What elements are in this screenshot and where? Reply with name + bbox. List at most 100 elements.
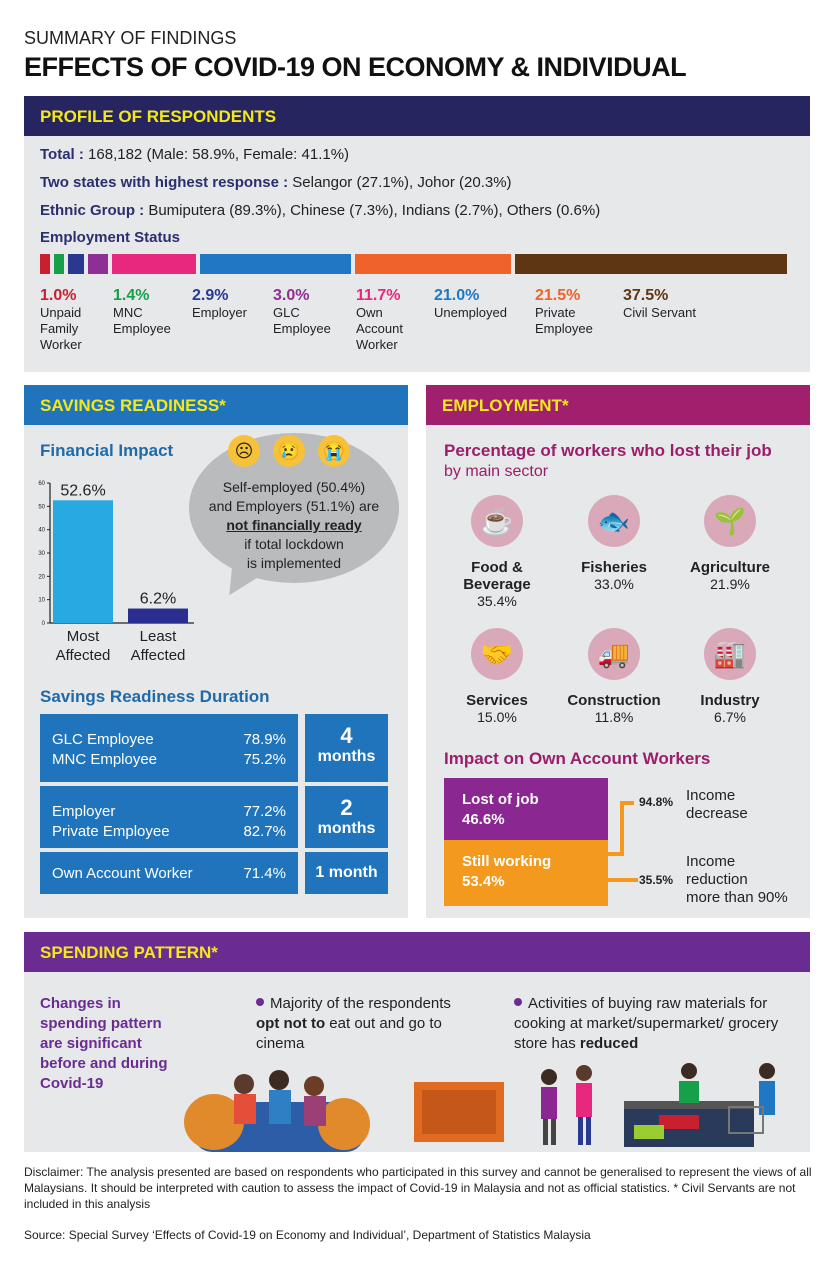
- states-label: Two states with highest response :: [40, 174, 289, 191]
- duration-row: Own Account Worker 71.4%: [52, 864, 286, 884]
- sector-name: Services: [466, 692, 528, 709]
- lost-job-pct: 46.6%: [462, 811, 505, 828]
- states-line: Two states with highest response : Selan…: [40, 174, 512, 191]
- states-value: Selangor (27.1%), Johor (20.3%): [288, 174, 512, 191]
- category-label: Most: [67, 628, 100, 645]
- bubble-line: and Employers (51.1%) are: [208, 498, 380, 514]
- y-tick-label: 20: [38, 574, 45, 580]
- duration-value: 1 month: [305, 852, 388, 894]
- crying-face-icon: 😢: [273, 435, 305, 467]
- bubble-emphasis: not financially ready: [226, 517, 362, 533]
- grocery-shopping-illustration: [541, 1063, 775, 1147]
- sector-pct: 33.0%: [594, 576, 634, 592]
- lost-job-label: Lost of job: [462, 791, 539, 808]
- total-label: Total :: [40, 146, 84, 163]
- duration-unit: months: [317, 820, 376, 837]
- lost-job-subtitle: by main sector: [444, 463, 549, 480]
- spending-point-2: Activities of buying raw materials for c…: [514, 994, 794, 1054]
- readiness-pct: 77.2%: [243, 803, 286, 820]
- spending-lead: Changes in spending pattern are signific…: [40, 995, 168, 1092]
- text: Activities of buying raw materials for c…: [514, 995, 779, 1052]
- duration-group: Own Account Worker 71.4%: [40, 852, 298, 894]
- employment-category: Unpaid Family Worker: [40, 305, 82, 352]
- still-working-box: Still working 53.4%: [444, 840, 608, 906]
- bullet-icon: [514, 998, 522, 1006]
- sector-industry: 🏭 Industry 6.7%: [670, 628, 790, 726]
- sector-name: Industry: [700, 692, 760, 709]
- duration-group: Employer 77.2% Private Employee 82.7%: [40, 786, 298, 848]
- employment-category: Private Employee: [535, 305, 593, 336]
- employment-label: 21.0% Unemployed: [434, 288, 514, 321]
- employment-label: 37.5% Civil Servant: [623, 288, 703, 321]
- duration-row: GLC Employee 78.9%: [52, 730, 286, 750]
- people-on-couch-illustration: [184, 1070, 504, 1152]
- employment-label: 2.9% Employer: [192, 288, 272, 321]
- sector-name: Food & Beverage: [463, 559, 531, 593]
- duration-number: 2: [340, 795, 353, 820]
- y-tick-label: 0: [42, 621, 46, 627]
- sector-fisheries: 🐟 Fisheries 33.0%: [554, 495, 674, 593]
- financial-impact-chart: 0 10 20 30 40 50 60 52.6% Most Affected 6.2% Least A…: [38, 481, 194, 664]
- employment-pct: 21.0%: [434, 287, 480, 304]
- employment-type: Own Account Worker: [52, 865, 193, 882]
- income-decrease-pct: 94.8%: [639, 795, 674, 809]
- duration-row: MNC Employee 75.2%: [52, 750, 286, 770]
- employment-header: EMPLOYMENT*: [426, 385, 810, 425]
- employment-category: Unemployed: [434, 305, 507, 320]
- duration-group: GLC Employee 78.9% MNC Employee 75.2%: [40, 714, 298, 782]
- total-value: 168,182 (Male: 58.9%, Female: 41.1%): [83, 146, 350, 163]
- employment-category: Civil Servant: [623, 305, 696, 320]
- ethnic-label: Ethnic Group :: [40, 202, 145, 219]
- employment-category: MNC Employee: [113, 305, 171, 336]
- bullet-icon: [256, 998, 264, 1006]
- employment-label: 1.0% Unpaid Family Worker: [40, 288, 92, 353]
- sector-name: Agriculture: [689, 559, 770, 576]
- bar-least-affected: [128, 608, 188, 623]
- sector-pct: 35.4%: [477, 593, 517, 609]
- emphasis: reduced: [579, 1035, 639, 1052]
- duration-row: Private Employee 82.7%: [52, 822, 286, 842]
- plant-icon: 🌱: [704, 495, 756, 547]
- category-label: Affected: [131, 647, 186, 664]
- text: eat out and go to cinema: [256, 1015, 442, 1052]
- readiness-pct: 82.7%: [243, 823, 286, 840]
- duration-number: 4: [340, 723, 353, 748]
- employment-category: GLC Employee: [273, 305, 331, 336]
- employment-category: Employer: [192, 305, 247, 320]
- savings-panel: SAVINGS READINESS* Financial Impact 0 10 2…: [24, 385, 408, 918]
- bar-most-affected: [53, 500, 113, 623]
- employment-pct: 3.0%: [273, 287, 310, 304]
- employment-bar-segment: [40, 254, 50, 274]
- label-line: Income: [686, 787, 736, 804]
- savings-header: SAVINGS READINESS*: [24, 385, 408, 425]
- employment-pct: 1.4%: [113, 287, 150, 304]
- employment-status-title: Employment Status: [40, 229, 181, 246]
- y-tick-label: 30: [38, 551, 45, 557]
- sector-name: Construction: [567, 692, 661, 709]
- label-line: Income: [686, 853, 736, 870]
- employment-bar-segment: [88, 254, 108, 274]
- still-working-pct: 53.4%: [462, 873, 505, 890]
- bubble-line: Self-employed (50.4%): [222, 479, 366, 495]
- profile-panel: PROFILE OF RESPONDENTS Total : 168,182 (…: [24, 96, 810, 372]
- cement-truck-icon: 🚚: [588, 628, 640, 680]
- readiness-pct: 71.4%: [243, 865, 286, 882]
- duration-title: Savings Readiness Duration: [40, 687, 270, 706]
- own-account-title: Impact on Own Account Workers: [444, 749, 711, 768]
- sector-food-beverage: ☕ Food & Beverage 35.4%: [437, 495, 557, 610]
- employment-bar-segment: [68, 254, 84, 274]
- income-reduction-pct: 35.5%: [639, 873, 674, 887]
- spending-point-1: Majority of the respondents opt not to e…: [256, 994, 466, 1054]
- employment-bar-segment: [515, 254, 787, 274]
- label-line: more than 90%: [686, 889, 788, 906]
- duration-row: Employer 77.2%: [52, 802, 286, 822]
- label-line: decrease: [686, 805, 748, 822]
- sector-pct: 6.7%: [714, 709, 746, 725]
- financial-impact-title: Financial Impact: [40, 441, 174, 460]
- employment-pct: 1.0%: [40, 287, 77, 304]
- y-tick-label: 10: [38, 598, 45, 604]
- spending-panel: SPENDING PATTERN* Changes in spending pa…: [24, 932, 810, 1152]
- sector-pct: 15.0%: [477, 709, 517, 725]
- loudly-crying-face-icon: 😭: [318, 435, 350, 467]
- duration-unit: months: [317, 748, 376, 765]
